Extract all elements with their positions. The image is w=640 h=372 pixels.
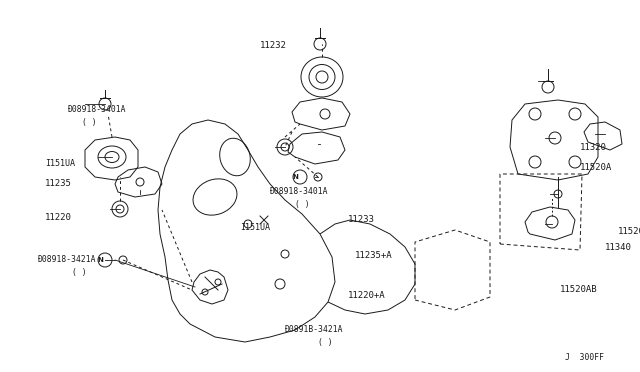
Text: Ð08918-3401A: Ð08918-3401A: [68, 106, 127, 115]
Text: ( ): ( ): [318, 337, 333, 346]
Text: ( ): ( ): [82, 118, 97, 126]
Text: Ð08918-3401A: Ð08918-3401A: [270, 187, 328, 196]
Text: 11520AA: 11520AA: [618, 228, 640, 237]
Text: ( ): ( ): [72, 267, 86, 276]
Text: N: N: [97, 257, 103, 263]
Text: Ð0891B-3421A: Ð0891B-3421A: [285, 326, 344, 334]
Text: 11233: 11233: [348, 215, 375, 224]
Text: I151UA: I151UA: [45, 158, 75, 167]
Text: 11220: 11220: [45, 214, 72, 222]
Text: 11220+A: 11220+A: [348, 291, 386, 299]
Text: 11520AB: 11520AB: [560, 285, 598, 295]
Text: 11235+A: 11235+A: [355, 250, 392, 260]
Text: J  300FF: J 300FF: [565, 353, 604, 362]
Text: ( ): ( ): [295, 199, 310, 208]
Text: I151UA: I151UA: [240, 224, 270, 232]
Text: 11340: 11340: [605, 244, 632, 253]
Text: 11235: 11235: [45, 179, 72, 187]
Text: 11232: 11232: [260, 41, 287, 49]
Text: N: N: [292, 174, 298, 180]
Text: 11520A: 11520A: [580, 164, 612, 173]
Text: Ð08918-3421A: Ð08918-3421A: [38, 256, 97, 264]
Text: 11320: 11320: [580, 144, 607, 153]
